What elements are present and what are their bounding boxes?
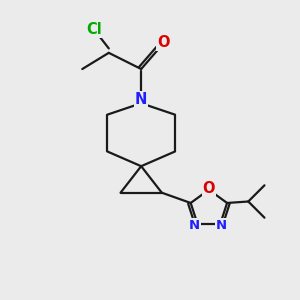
Text: O: O — [202, 181, 215, 196]
Text: N: N — [189, 219, 200, 232]
Text: N: N — [135, 92, 147, 107]
Text: Cl: Cl — [86, 22, 102, 37]
Text: O: O — [157, 35, 169, 50]
Text: N: N — [216, 219, 227, 232]
